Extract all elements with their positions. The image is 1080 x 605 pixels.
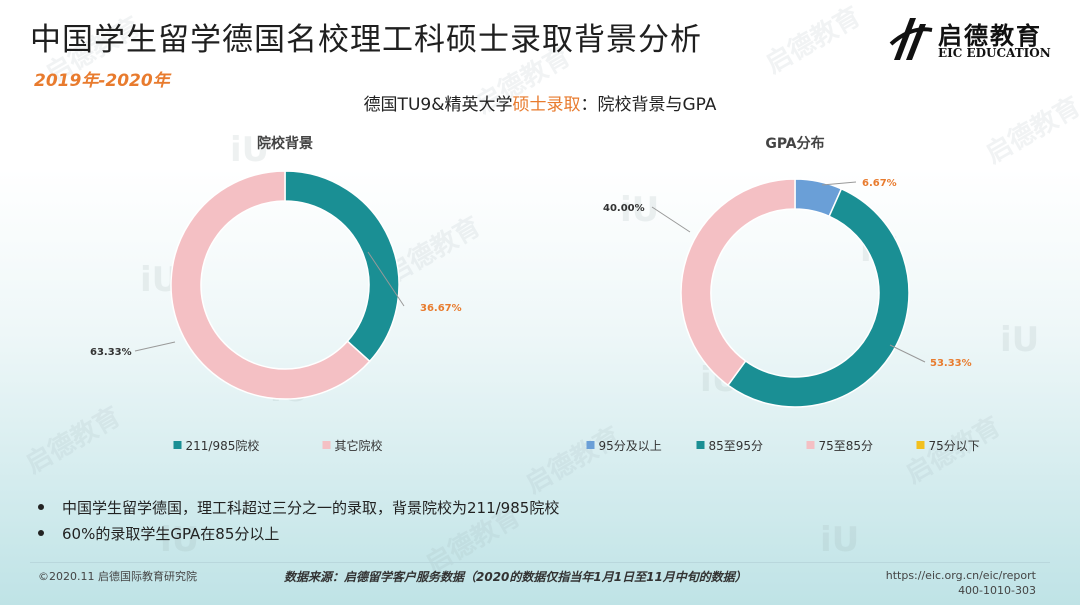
- legend-label: 95分及以上: [599, 439, 662, 453]
- leader-line: [889, 344, 926, 363]
- legend-swatch: [322, 441, 331, 449]
- logo-text-cn: 启德教育: [938, 22, 1042, 50]
- bullet-item: 中国学生留学德国，理工科超过三分之一的录取，背景院校为211/985院校: [38, 494, 559, 520]
- section-heading-post: ：院校背景与GPA: [580, 95, 717, 115]
- page-subtitle: 2019年-2020年: [34, 71, 170, 91]
- logo-text-en: EIC EDUCATION: [938, 46, 1051, 60]
- charts-canvas: 院校背景 36.67% 63.33% 211/985院校 其它院校 GPA分布 6.67% 5…: [90, 135, 980, 453]
- legend-swatch: [806, 441, 815, 449]
- legend-label: 211/985院校: [186, 438, 260, 453]
- footer-divider: [30, 562, 1050, 563]
- page-title: 中国学生留学德国名校理工科硕士录取背景分析: [30, 22, 702, 58]
- leader-line: [367, 251, 405, 307]
- donut-slice: [726, 187, 910, 408]
- bullet-item: 60%的录取学生GPA在85分以上: [38, 520, 559, 546]
- bullet-text: 中国学生留学德国，理工科超过三分之一的录取，背景院校为211/985院校: [62, 498, 560, 517]
- data-label: 40.00%: [603, 203, 645, 214]
- watermark-logo-icon: iU: [820, 520, 860, 560]
- legend-swatch: [916, 441, 925, 449]
- legend-label: 其它院校: [335, 438, 383, 453]
- bullet-dot-icon: [38, 504, 44, 510]
- legend-label: 75分以下: [929, 439, 980, 453]
- legend-label: 75至85分: [819, 439, 874, 453]
- footer-source: 数据来源：启德留学客户服务数据（2020的数据仅指当年1月1日至11月中旬的数据…: [284, 570, 747, 584]
- legend-swatch: [586, 441, 595, 449]
- data-label: 6.67%: [862, 178, 897, 189]
- leader-line: [651, 206, 691, 233]
- eic-logo-mark-icon: [889, 18, 933, 60]
- legend-swatch: [696, 441, 705, 449]
- chart-title: GPA分布: [765, 135, 824, 152]
- bullet-dot-icon: [38, 530, 44, 536]
- donut-slice: [170, 170, 371, 400]
- donut-slice: [680, 178, 796, 387]
- legend-swatch: [173, 441, 182, 449]
- data-label: 36.67%: [420, 303, 462, 314]
- section-heading-highlight: 硕士录取: [512, 95, 581, 115]
- donut-slice: [284, 170, 400, 363]
- data-label: 63.33%: [90, 347, 132, 358]
- section-heading: 德国TU9&精英大学硕士录取：院校背景与GPA: [0, 90, 1080, 115]
- footer-copyright: ©2020.11 启德国际教育研究院: [38, 570, 197, 583]
- chart-title: 院校背景: [257, 135, 313, 152]
- footer-contact: https://eic.org.cn/eic/report 400-1010-3…: [886, 568, 1036, 598]
- footer-url[interactable]: https://eic.org.cn/eic/report: [885, 569, 1036, 582]
- leader-line: [821, 181, 857, 186]
- leader-line: [134, 341, 176, 352]
- legend-label: 85至95分: [709, 439, 764, 453]
- section-heading-pre: 德国TU9&精英大学: [363, 95, 513, 115]
- bullet-list: 中国学生留学德国，理工科超过三分之一的录取，背景院校为211/985院校 60%…: [38, 494, 559, 546]
- footer-phone: 400-1010-303: [958, 584, 1036, 597]
- bullet-text: 60%的录取学生GPA在85分以上: [62, 524, 280, 543]
- data-label: 53.33%: [930, 358, 972, 369]
- eic-logo: 启德教育 EIC EDUCATION: [888, 14, 1058, 66]
